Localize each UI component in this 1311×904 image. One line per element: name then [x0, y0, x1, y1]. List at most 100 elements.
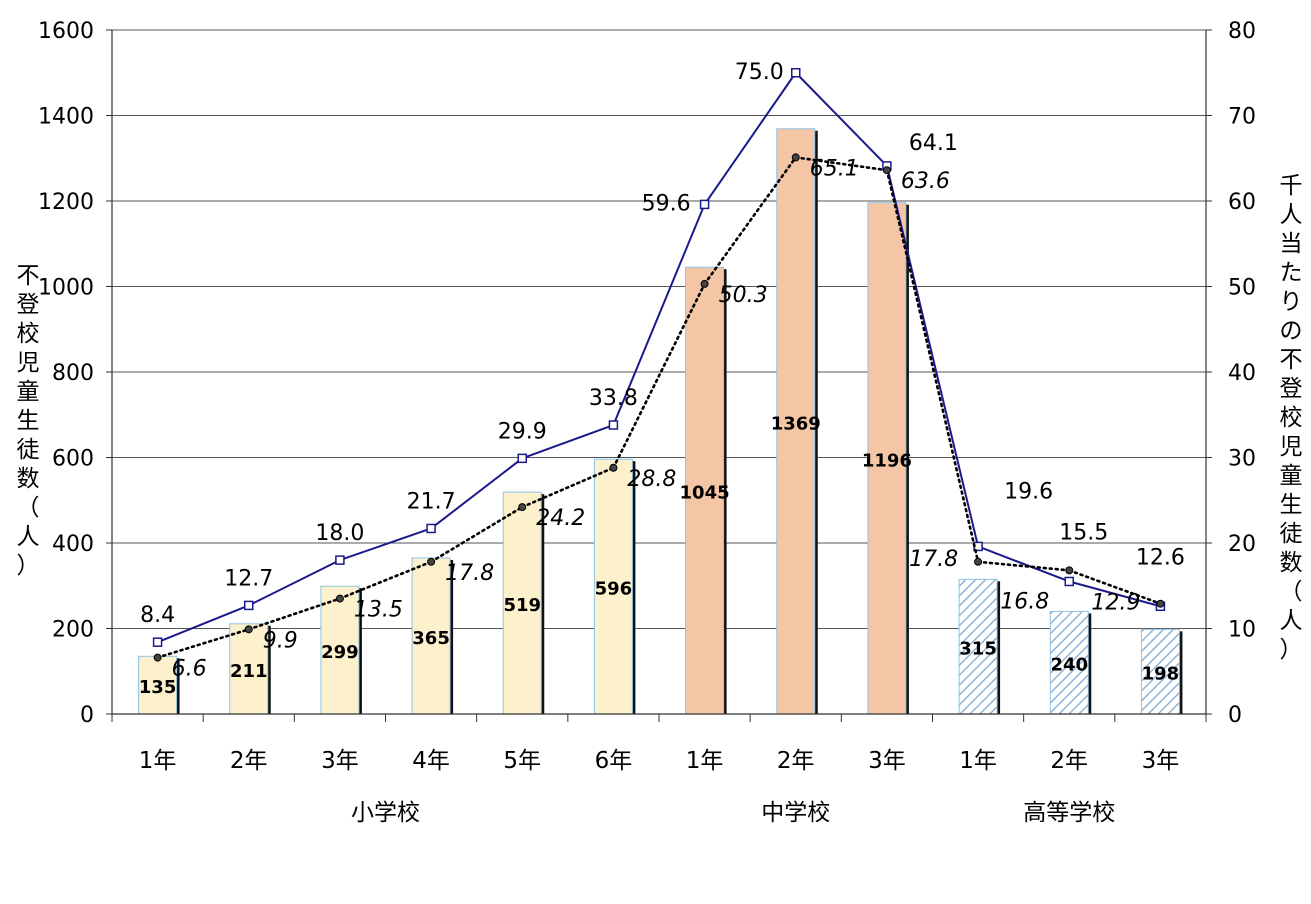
line-segment-solid — [885, 165, 980, 547]
line-segment-solid — [703, 72, 797, 205]
line-point-solid — [791, 68, 801, 78]
grid-layer — [112, 29, 1206, 715]
x-group-label: 中学校 — [761, 800, 830, 826]
line-value-label-solid: 59.6 — [642, 191, 691, 216]
line-value-label-dotted: 12.9 — [1091, 591, 1140, 616]
line-point-dotted — [882, 166, 891, 175]
line-segment-dotted — [885, 168, 980, 564]
x-category-label: 2年 — [777, 748, 815, 774]
bar — [229, 623, 269, 715]
y-right-axis-title-char: 児 — [1280, 434, 1303, 460]
line-value-label-solid: 19.6 — [1004, 479, 1053, 504]
y-left-tick-label: 1600 — [38, 19, 94, 44]
line-value-label-dotted: 6.6 — [172, 657, 207, 682]
x-category-label: 1年 — [139, 748, 177, 774]
line-value-label-dotted: 50.3 — [719, 283, 768, 308]
bar — [320, 585, 360, 715]
line-value-label-solid: 15.5 — [1059, 520, 1108, 545]
bar-value-label: 1196 — [862, 450, 912, 471]
line-value-label-solid: 64.1 — [909, 131, 958, 156]
y-right-tick-label: 10 — [1228, 618, 1256, 643]
line-point-solid — [335, 555, 345, 565]
line-segment-dotted — [612, 282, 706, 470]
y-right-axis-title-char: ） — [1280, 637, 1303, 663]
y-left-axis-title: 不登校児童生徒数 （ 人 ） — [17, 263, 40, 579]
y-right-tick-label: 40 — [1228, 361, 1256, 386]
x-group-label: 高等学校 — [1023, 800, 1115, 826]
line-segment-dotted — [1067, 569, 1162, 606]
labels-layer: 135 211 299 365 519 596 1045 1369 1196 315 240 198 8… — [139, 60, 1185, 698]
line-value-label-solid: 12.6 — [1136, 545, 1185, 570]
bar — [867, 202, 907, 715]
y-left-tick-label: 1200 — [38, 190, 94, 215]
line-segment-dotted — [338, 560, 433, 600]
y-right-axis-title-char: 生 — [1280, 492, 1303, 518]
bar — [593, 458, 633, 715]
line-value-label-solid: 75.0 — [735, 60, 784, 85]
bar-value-label: 211 — [230, 661, 268, 682]
line-segment-solid — [977, 545, 1070, 583]
y-right-tick-label: 80 — [1228, 19, 1256, 44]
y-left-tick-label: 0 — [80, 703, 94, 728]
bar — [776, 128, 816, 715]
bar — [1140, 628, 1180, 715]
y-left-axis-title-char: 登 — [17, 292, 40, 318]
line-point-solid — [1064, 576, 1074, 587]
line-value-label-dotted: 16.8 — [1000, 589, 1049, 614]
y-right-axis-title-char: り — [1280, 289, 1303, 315]
line-value-label-dotted: 17.8 — [909, 547, 958, 572]
y-left-tick-label: 1400 — [38, 105, 94, 130]
y-right-tick-label: 20 — [1228, 532, 1256, 557]
line-point-dotted — [244, 625, 253, 634]
line-value-label-solid: 21.7 — [407, 489, 456, 514]
y-left-axis-title-char: 徒 — [17, 437, 40, 463]
y-right-axis-title-char: の — [1280, 318, 1303, 344]
line-value-label-dotted: 9.9 — [263, 628, 298, 653]
line-value-label-dotted: 13.5 — [354, 598, 403, 623]
x-category-label: 1年 — [686, 748, 724, 774]
y-left-axis-title-char: （ — [17, 495, 40, 521]
line-segment-solid — [339, 527, 432, 562]
line-value-label-dotted: 63.6 — [901, 169, 950, 194]
y-right-tick-label: 0 — [1228, 703, 1242, 728]
line-segment-dotted — [429, 505, 524, 564]
y-left-axis-title-char: 童 — [17, 379, 40, 405]
bar-value-label: 519 — [503, 595, 541, 616]
line-point-solid — [517, 453, 527, 464]
bar-value-label: 240 — [1050, 655, 1088, 676]
bar — [958, 578, 998, 715]
y-left-axis-title-char: 校 — [17, 321, 40, 347]
line-segment-dotted — [703, 156, 798, 286]
line-value-label-solid: 8.4 — [140, 603, 175, 628]
y-left-axis-title-char: 児 — [17, 350, 40, 376]
y-left-tick-label: 200 — [52, 618, 94, 643]
line-value-label-dotted: 24.2 — [536, 506, 585, 531]
x-category-label: 6年 — [595, 748, 633, 774]
bar-value-label: 365 — [412, 628, 450, 649]
bar — [138, 655, 178, 715]
y-right-axis-title-char: （ — [1280, 579, 1303, 605]
line-point-solid — [608, 420, 619, 430]
line-point-solid — [426, 523, 436, 534]
line-point-dotted — [1065, 566, 1074, 575]
y-right-axis-title-char: 数 — [1280, 550, 1303, 576]
x-category-label: 4年 — [412, 748, 450, 774]
y-right-axis-title-char: た — [1280, 260, 1303, 286]
bars-layer — [138, 128, 1183, 715]
bar-value-label: 1369 — [771, 413, 821, 434]
bar — [1049, 610, 1089, 715]
line-value-label-solid: 33.8 — [589, 386, 638, 411]
y-right-tick-label: 60 — [1228, 190, 1256, 215]
line-point-dotted — [974, 557, 983, 566]
line-segment-solid — [612, 204, 706, 426]
lines-layer — [152, 68, 1166, 662]
bar-value-label: 135 — [139, 677, 177, 698]
y-right-axis-title-char: 不 — [1280, 347, 1303, 373]
line-point-dotted — [153, 653, 162, 662]
y-left-tick-label: 400 — [52, 532, 94, 557]
line-point-dotted — [335, 594, 344, 603]
line-segment-dotted — [520, 466, 615, 509]
line-value-label-dotted: 65.1 — [810, 156, 859, 181]
y-left-axis-title-char: ） — [17, 553, 40, 579]
